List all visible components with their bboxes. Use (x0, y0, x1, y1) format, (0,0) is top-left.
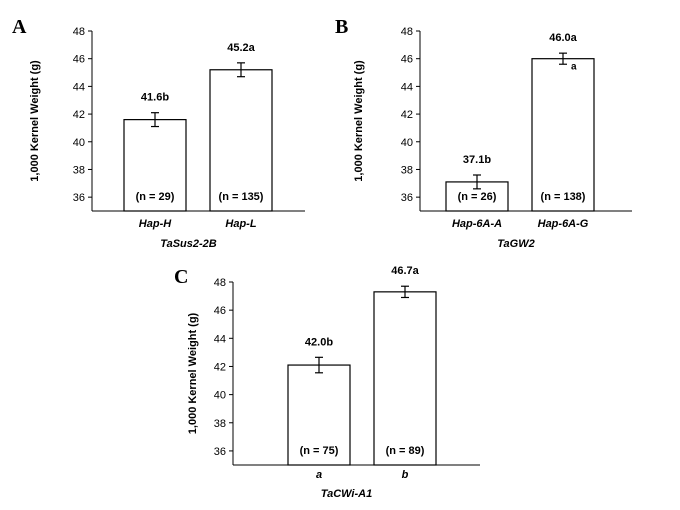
x-axis-label: TaGW2 (497, 238, 535, 250)
bar (123, 119, 187, 212)
x-tick-label: Hap-L (225, 218, 256, 230)
y-tick-label: 48 (214, 277, 226, 289)
panel-a: A 36 38 40 42 44 46 48 1,000 Kernel Weight (g) 41… (12, 16, 305, 250)
y-tick-label: 40 (214, 390, 226, 402)
n-count-label: (n = 75) (300, 445, 339, 457)
y-tick-label: 38 (401, 164, 413, 176)
n-count-label: (n = 135) (219, 191, 264, 203)
y-axis-label: 1,000 Kernel Weight (g) (353, 60, 365, 182)
y-tick-label: 42 (73, 109, 85, 121)
data-label: 46.7a (391, 265, 419, 277)
y-axis-label: 1,000 Kernel Weight (g) (29, 60, 41, 182)
y-tick-label: 44 (214, 333, 226, 345)
n-count-label: (n = 26) (458, 191, 497, 203)
y-tick-label: 40 (73, 137, 85, 149)
x-axis-label: TaSus2-2B (160, 238, 217, 250)
bar (531, 58, 595, 212)
y-tick-label: 44 (73, 81, 85, 93)
y-tick-label: 46 (214, 305, 226, 317)
x-axis-label: TaCWi-A1 (321, 488, 372, 500)
x-tick-label: Hap-H (139, 218, 172, 230)
y-tick-label: 36 (214, 446, 226, 458)
panel-letter: B (335, 16, 348, 38)
x-tick-label: a (316, 469, 322, 481)
y-tick-label: 38 (214, 418, 226, 430)
y-tick-label: 40 (401, 137, 413, 149)
panel-letter: A (12, 16, 27, 38)
y-tick-label: 46 (73, 54, 85, 66)
y-tick-label: 48 (401, 26, 413, 38)
n-count-label: (n = 29) (136, 191, 175, 203)
data-label: 45.2a (227, 42, 255, 54)
y-tick-label: 36 (73, 192, 85, 204)
y-tick-label: 42 (214, 361, 226, 373)
bar-annotation: a (571, 62, 577, 73)
y-tick-label: 36 (401, 192, 413, 204)
panel-c: C 36 38 40 42 44 46 48 1,000 Kernel Weight (g) 42… (174, 265, 480, 500)
y-tick-label: 48 (73, 26, 85, 38)
y-tick-label: 42 (401, 109, 413, 121)
y-axis-label: 1,000 Kernel Weight (g) (187, 312, 199, 434)
data-label: 42.0b (305, 336, 333, 348)
data-label: 37.1b (463, 154, 491, 166)
x-tick-label: Hap-6A-G (538, 218, 589, 230)
y-tick-label: 46 (401, 54, 413, 66)
x-tick-label: b (402, 469, 409, 481)
panel-letter: C (174, 266, 188, 288)
n-count-label: (n = 89) (386, 445, 425, 457)
y-tick-label: 44 (401, 81, 413, 93)
data-label: 41.6b (141, 92, 169, 104)
panel-b: B 36 38 40 42 44 46 48 1,000 Kernel Weight (g) 37… (335, 16, 632, 250)
x-tick-label: Hap-6A-A (452, 218, 502, 230)
data-label: 46.0a (549, 32, 577, 44)
bar (373, 291, 437, 466)
bar (287, 364, 351, 466)
y-tick-label: 38 (73, 164, 85, 176)
n-count-label: (n = 138) (541, 191, 586, 203)
bar (209, 69, 273, 212)
